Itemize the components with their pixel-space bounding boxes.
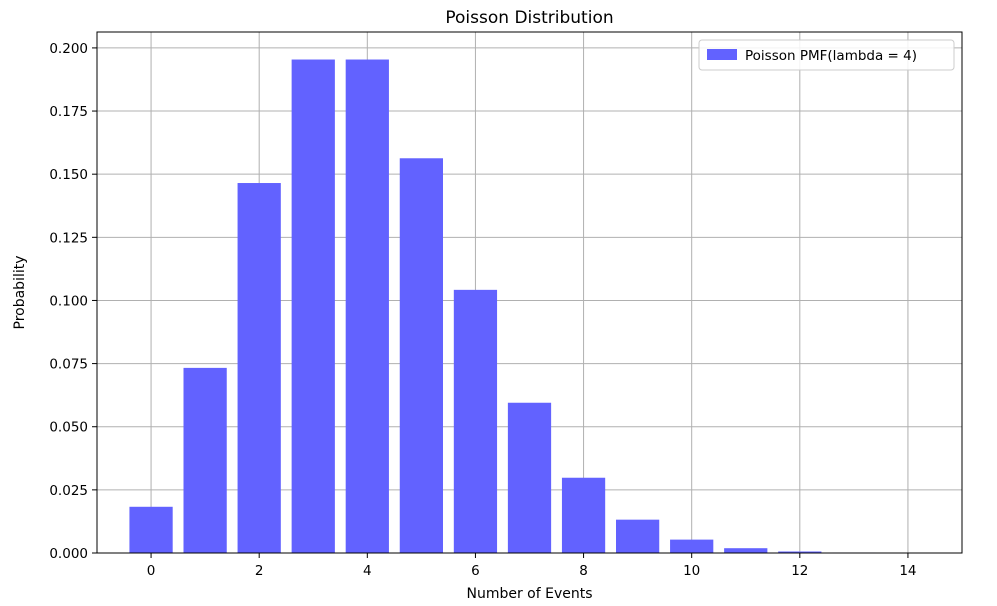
y-tick-label-6: 0.150	[49, 167, 88, 183]
bar-8	[561, 477, 606, 553]
y-tick-label-1: 0.025	[49, 483, 88, 499]
bar-9	[616, 519, 660, 553]
legend: Poisson PMF(lambda = 4)	[698, 39, 955, 71]
bar-3	[291, 59, 335, 554]
y-axis-label: Probability	[12, 255, 28, 329]
y-tick-label-4: 0.100	[49, 293, 88, 309]
bar-6	[453, 289, 498, 553]
bar-5	[399, 158, 443, 554]
bar-11	[724, 548, 768, 553]
x-tick-label-1: 2	[255, 563, 264, 579]
legend-box	[698, 39, 955, 71]
x-tick-label-7: 14	[899, 563, 916, 579]
x-tick-label-2: 4	[363, 563, 372, 579]
y-tick-label-7: 0.175	[49, 104, 88, 120]
x-tick-label-4: 8	[579, 563, 588, 579]
bar-2	[237, 183, 281, 553]
y-tick-label-8: 0.200	[49, 41, 88, 57]
x-tick-label-0: 0	[147, 563, 156, 579]
x-axis-label: Number of Events	[466, 586, 592, 602]
x-tick-label-3: 6	[471, 563, 480, 579]
bar-7	[507, 402, 552, 553]
bars-layer	[129, 59, 930, 554]
plot-frame	[96, 31, 963, 554]
chart-title: Poisson Distribution	[445, 8, 613, 28]
y-tick-label-2: 0.050	[49, 420, 88, 436]
y-tick-label-3: 0.075	[49, 357, 88, 373]
bar-1	[183, 367, 227, 553]
legend-swatch	[707, 49, 737, 60]
y-tick-label-0: 0.000	[49, 546, 88, 562]
ticks-layer: 0 2 4 6 8 10 12 14 0.000 0.025 0.050 0.075 0.100 0.12…	[49, 41, 916, 579]
bar-0	[129, 506, 173, 553]
bar-10	[670, 539, 714, 553]
x-tick-label-5: 10	[683, 563, 700, 579]
legend-label: Poisson PMF(lambda = 4)	[745, 48, 917, 64]
x-tick-label-6: 12	[791, 563, 808, 579]
y-tick-label-5: 0.125	[49, 230, 88, 246]
bar-4	[345, 59, 389, 554]
bar-12	[778, 551, 822, 553]
